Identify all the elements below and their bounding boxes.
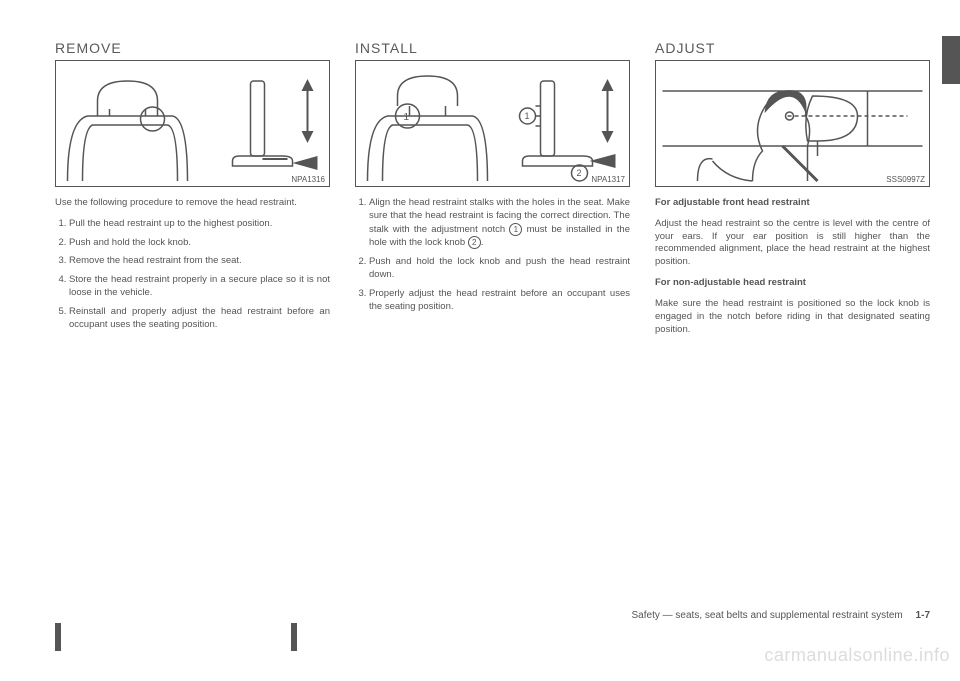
remove-illustration [56, 61, 329, 186]
crop-mark [291, 623, 297, 651]
step: Properly adjust the head restraint befor… [369, 288, 630, 314]
step: Push and hold the lock knob and push the… [369, 256, 630, 282]
page-columns: REMOVE [0, 0, 960, 344]
edge-tab [942, 36, 960, 84]
crop-mark [55, 623, 61, 651]
subhead-adjustable: For adjustable front head restraint [655, 197, 930, 210]
intro-remove: Use the following procedure to remove th… [55, 197, 330, 210]
steps-remove: Pull the head restraint up to the highes… [55, 218, 330, 332]
title-remove: REMOVE [55, 40, 330, 56]
text-remove: Use the following procedure to remove th… [55, 197, 330, 332]
step: Align the head restraint stalks with the… [369, 197, 630, 250]
svg-text:1: 1 [525, 111, 530, 121]
para-adjustable: Adjust the head restraint so the centre … [655, 218, 930, 269]
fig-id-adjust: SSS0997Z [886, 175, 925, 184]
step: Push and hold the lock knob. [69, 237, 330, 250]
figure-remove: NPA1316 [55, 60, 330, 187]
subhead-nonadjustable: For non-adjustable head restraint [655, 277, 930, 290]
page-footer: Safety — seats, seat belts and supplemen… [632, 610, 930, 621]
crop-marks [55, 623, 297, 651]
step: Pull the head restraint up to the highes… [69, 218, 330, 231]
column-install: INSTALL 1 1 [355, 40, 630, 344]
circled-2-icon: 2 [468, 236, 481, 249]
step: Store the head restraint properly in a s… [69, 274, 330, 300]
circled-1-icon: 1 [509, 223, 522, 236]
install-illustration: 1 1 2 [356, 61, 629, 186]
text-adjust: For adjustable front head restraint Adju… [655, 197, 930, 336]
footer-page-number: 1-7 [916, 610, 930, 621]
fig-id-install: NPA1317 [591, 175, 625, 184]
step: Reinstall and properly adjust the head r… [69, 306, 330, 332]
step-text: . [481, 237, 484, 248]
watermark: carmanualsonline.info [764, 645, 950, 666]
column-remove: REMOVE [55, 40, 330, 344]
text-install: Align the head restraint stalks with the… [355, 197, 630, 314]
fig-id-remove: NPA1316 [291, 175, 325, 184]
figure-install: 1 1 2 NPA1317 [355, 60, 630, 187]
svg-text:1: 1 [404, 112, 410, 123]
svg-text:2: 2 [577, 168, 582, 178]
title-install: INSTALL [355, 40, 630, 56]
steps-install: Align the head restraint stalks with the… [355, 197, 630, 314]
para-nonadjustable: Make sure the head restraint is position… [655, 298, 930, 336]
title-adjust: ADJUST [655, 40, 930, 56]
column-adjust: ADJUST [655, 40, 930, 344]
figure-adjust: SSS0997Z [655, 60, 930, 187]
adjust-illustration [656, 61, 929, 186]
step: Remove the head restraint from the seat. [69, 255, 330, 268]
footer-section: Safety — seats, seat belts and supplemen… [632, 610, 903, 621]
